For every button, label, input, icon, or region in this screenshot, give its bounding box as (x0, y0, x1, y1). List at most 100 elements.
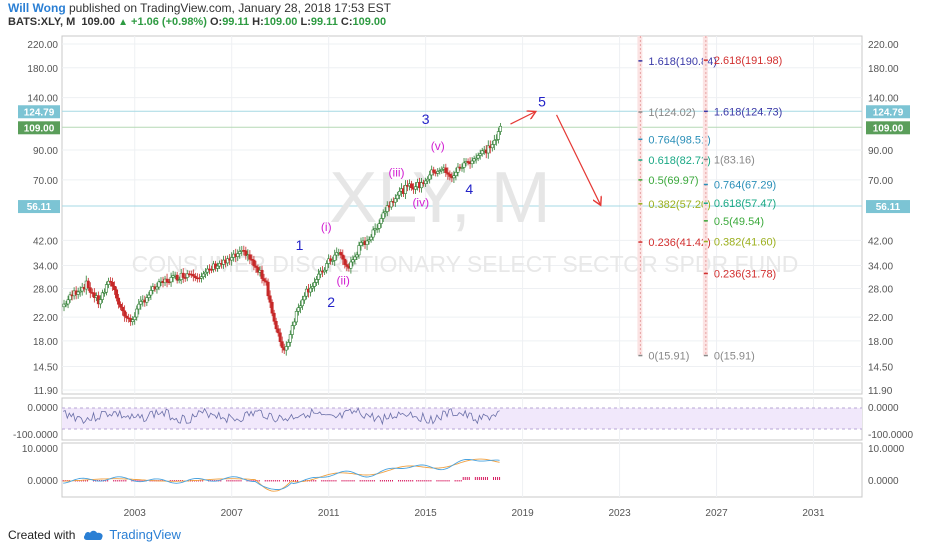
macd-line (63, 458, 500, 490)
candle-body (371, 229, 375, 238)
candle-body (262, 278, 266, 282)
candle-body (280, 341, 284, 348)
wave-label-minor: (iv) (412, 195, 429, 209)
candle-body (298, 305, 302, 308)
candle-body (288, 334, 292, 343)
x-tick-label: 2003 (124, 508, 147, 519)
y-tick-label-right: 90.00 (868, 146, 893, 157)
candle-body (474, 157, 478, 160)
candle-body (315, 279, 319, 283)
rsi-panel: 0.0000 -100.0000 0.0000 -100.0000 (13, 403, 914, 441)
candle-body (403, 185, 407, 194)
high-label: H: (252, 16, 264, 28)
candle-body (108, 280, 112, 283)
y-tick-label-left: 14.50 (33, 363, 58, 374)
candle-body (290, 325, 294, 335)
candle-body (480, 150, 484, 155)
candle-body (345, 264, 349, 267)
candle-body (440, 169, 444, 171)
y-tick-label-left: 11.90 (34, 386, 59, 397)
candle-body (78, 290, 82, 293)
candle-body (201, 273, 205, 277)
fib-level-label: 0.5(69.97) (648, 175, 698, 187)
price-tag-right (866, 200, 910, 214)
rsi-band (62, 408, 862, 429)
candle-body (199, 276, 203, 279)
candle-body (177, 279, 181, 281)
candle-body (302, 295, 306, 301)
candle-body (409, 183, 413, 189)
open-value: 99.11 (222, 16, 250, 28)
candle-body (203, 271, 207, 275)
price-tag-right-label: 56.11 (876, 202, 901, 213)
candle-body (226, 258, 230, 264)
price-panel-border (61, 35, 863, 395)
low-label: L: (300, 16, 311, 28)
axes: 220.00 220.00 180.00 180.00 140.00 140.00 90.0… (18, 40, 910, 519)
wave-label-minor: (iii) (389, 165, 405, 179)
fib-extensions: 1.618(190.84) 1(124.02) 0.764(98.51) 0.618(… (637, 36, 782, 363)
candle-body (165, 278, 169, 283)
y-tick-label-right: 70.00 (868, 176, 893, 187)
candle-body (375, 228, 379, 230)
macd-tick-left: 0.0000 (27, 476, 58, 487)
candle-body (304, 288, 308, 297)
candle-body (76, 291, 80, 295)
fib-level-label: 1(124.02) (648, 107, 695, 119)
candle-body (349, 261, 353, 269)
fib-level-label: 1.618(124.73) (714, 106, 783, 118)
candle-body (308, 287, 312, 293)
candle-body (397, 190, 401, 196)
candle-body (460, 167, 464, 169)
fib-level-label: 0.764(98.51) (648, 134, 710, 146)
candle-body (323, 269, 327, 273)
candle-body (272, 312, 276, 322)
author-name[interactable]: Will Wong (8, 1, 66, 15)
candle-body (121, 306, 125, 312)
candle-body (377, 223, 381, 229)
y-tick-label-right: 14.50 (868, 363, 893, 374)
rsi-tick-right: -100.0000 (868, 430, 913, 441)
price-tag-left-label: 124.79 (24, 107, 55, 118)
x-tick-label: 2015 (415, 508, 438, 519)
price-chart[interactable]: XLY, M CONSUMER DISCRETIONARY SELECT SEC… (0, 0, 932, 520)
candle-body (470, 160, 474, 165)
candle-body (169, 277, 173, 283)
candle-body (68, 294, 72, 301)
candle-body (117, 297, 121, 305)
tradingview-brand[interactable]: TradingView (109, 527, 181, 542)
watermark-fund-name: CONSUMER DISCRETIONARY SELECT SECTOR SPD… (132, 251, 799, 277)
candle-body (256, 267, 260, 273)
candle-body (268, 295, 272, 303)
rsi-tick-right: 0.0000 (868, 403, 899, 414)
candle-body (456, 166, 460, 173)
candle-body (311, 286, 315, 289)
candle-body (383, 211, 387, 214)
candle-body (218, 263, 222, 267)
y-tick-label-left: 70.00 (33, 176, 58, 187)
x-tick-label: 2011 (318, 508, 340, 519)
candle-body (432, 169, 436, 173)
candle-body (104, 284, 108, 293)
candle-body (490, 144, 494, 149)
price-tag-right-label: 109.00 (873, 123, 904, 134)
candle-body (266, 281, 270, 297)
candle-body (339, 252, 343, 256)
y-tick-label-left: 220.00 (27, 40, 58, 51)
fib-level-label: 1.618(190.84) (648, 56, 717, 68)
projection-arrow-down (556, 114, 601, 204)
candle-body (62, 303, 66, 308)
candle-body (193, 275, 197, 279)
candle-body (331, 260, 335, 262)
x-tick-label: 2031 (802, 508, 825, 519)
fib-column (702, 36, 708, 356)
candle-body (478, 153, 482, 156)
candle-body (216, 265, 220, 269)
fib-level-label: 0.236(31.78) (714, 268, 776, 280)
macd-signal-line (63, 458, 500, 492)
fib-level-label: 0.382(57.20) (648, 199, 710, 211)
candle-body (175, 274, 179, 281)
price-tag-right (866, 121, 910, 135)
wave-label-minor: (ii) (337, 273, 350, 287)
fib-level-label: 1(83.16) (714, 154, 755, 166)
